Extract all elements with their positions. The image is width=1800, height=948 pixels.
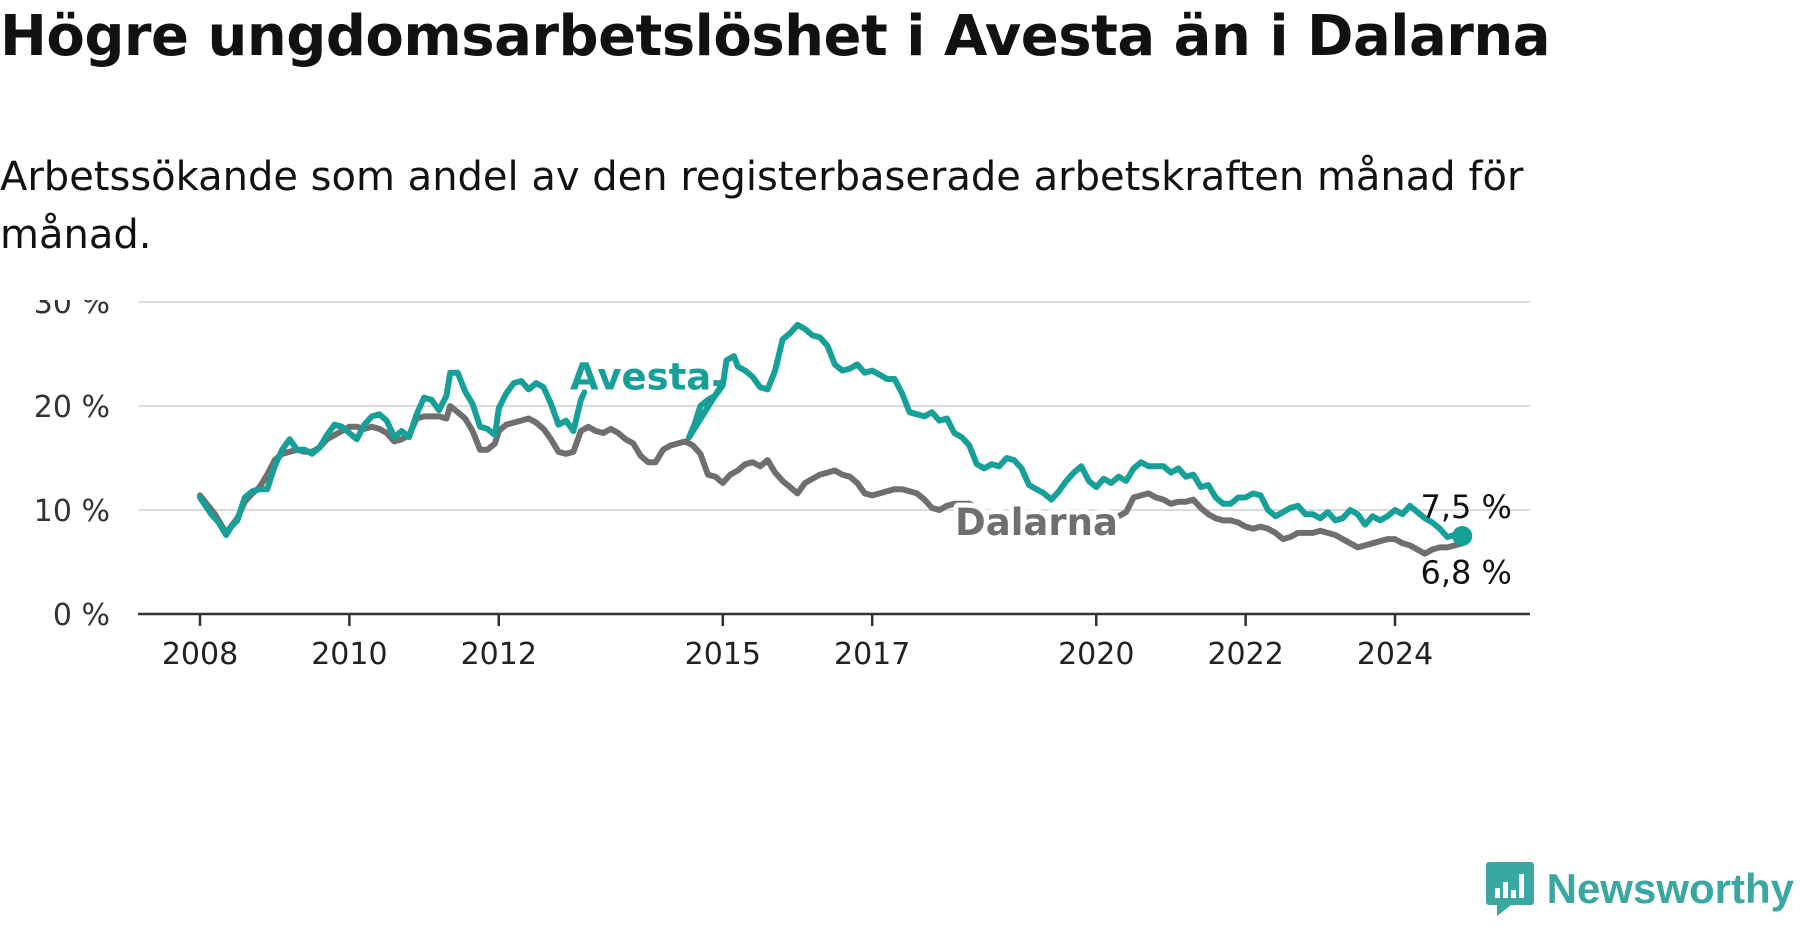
series-lines: [197, 321, 1466, 557]
y-tick-label: 20 %: [34, 390, 110, 425]
newsworthy-logo-icon: [1485, 862, 1534, 916]
avesta-end-label: 7,5 %: [1420, 488, 1511, 526]
line-chart: 0 % 10 % 20 % 30 % 2008 2010 2012 2015 2017 2020…: [34, 300, 1530, 672]
series-line-avesta: [197, 321, 1466, 540]
dalarna-end-label: 6,8 %: [1420, 553, 1511, 591]
brand-logo: Newsworthy: [1485, 860, 1794, 918]
y-axis-ticks: 0 % 10 % 20 % 30 %: [34, 300, 110, 633]
series-line-dalarna: [1115, 490, 1466, 557]
series-line-dalarna: [197, 403, 995, 536]
series-labels: Avesta Dalarna 7,5 % 6,8 %: [565, 350, 1512, 591]
y-tick-label: 0 %: [53, 598, 110, 633]
y-tick-label: 30 %: [34, 300, 110, 321]
x-tick-label: 2017: [834, 637, 910, 672]
chart-subtitle: Arbetssökande som andel av den registerb…: [0, 154, 1524, 258]
series-label-dalarna: Dalarna: [955, 501, 1118, 544]
avesta-end-point: [1452, 526, 1473, 546]
brand-name: Newsworthy: [1546, 865, 1794, 912]
x-tick-label: 2015: [685, 637, 761, 672]
x-tick-label: 2020: [1058, 637, 1134, 672]
x-axis: 2008 2010 2012 2015 2017 2020 2022 2024: [138, 612, 1530, 672]
chart-title: Högre ungdomsarbetslöshet i Avesta än i …: [0, 4, 1551, 69]
x-tick-label: 2012: [461, 637, 537, 672]
x-tick-label: 2022: [1207, 637, 1283, 672]
x-tick-label: 2010: [311, 637, 387, 672]
series-label-avesta: Avesta: [570, 355, 711, 398]
y-tick-label: 10 %: [34, 494, 110, 529]
gridlines: [138, 301, 1530, 511]
x-tick-label: 2024: [1357, 637, 1433, 672]
x-tick-label: 2008: [162, 637, 238, 672]
